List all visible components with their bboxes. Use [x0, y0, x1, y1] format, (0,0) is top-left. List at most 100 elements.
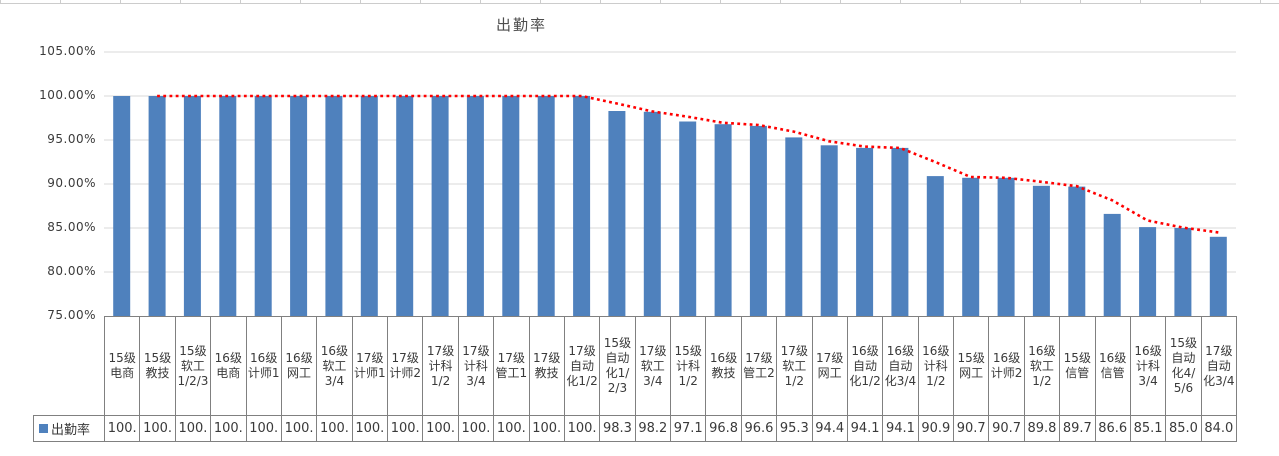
value-cell: 100. [280, 416, 317, 442]
category-cell: 17级自动化3/4 [1200, 317, 1236, 416]
value-cell: 100. [351, 416, 387, 442]
value-cell: 100. [316, 416, 352, 442]
bar-16级软工3/4 [325, 96, 343, 316]
bar-17级计科1/2 [431, 96, 449, 316]
category-cell: 17级管工1 [493, 317, 529, 416]
bar-15级教技 [148, 96, 166, 316]
bar-17级计师2 [396, 96, 414, 316]
category-cell: 17级计师1 [351, 317, 387, 416]
chart-title: 出勤率 [496, 16, 548, 34]
bar-16级计师2 [997, 177, 1015, 316]
category-cell: 16级自动化3/4 [882, 317, 918, 416]
value-cell: 100. [528, 416, 564, 442]
value-cell: 94.1 [882, 416, 918, 442]
value-cell: 100. [104, 416, 140, 442]
value-cell: 97.1 [670, 416, 706, 442]
value-cell: 90.7 [953, 416, 989, 442]
category-cell: 15级信管 [1059, 317, 1095, 416]
value-cell: 89.7 [1059, 416, 1095, 442]
bar-15级自动化4/5/6 [1174, 228, 1192, 316]
bar-15级电商 [113, 96, 131, 316]
bar-16级信管 [1103, 213, 1121, 316]
value-cell: 100. [457, 416, 494, 442]
category-cell: 16级网工 [280, 317, 317, 416]
category-cell: 15级电商 [104, 317, 140, 416]
bar-16级网工 [290, 96, 308, 316]
value-cell: 96.8 [705, 416, 741, 442]
bar-17级管工2 [749, 125, 767, 317]
category-cell: 15级自动化4/5/6 [1165, 317, 1201, 416]
value-cell: 100. [139, 416, 175, 442]
value-cell: 100. [422, 416, 458, 442]
category-cell: 17级网工 [811, 317, 847, 416]
y-axis-label: 95.00% [47, 132, 96, 146]
y-axis-label: 100.00% [39, 88, 96, 102]
bar-17级网工 [820, 145, 838, 316]
category-cell: 16级计师2 [988, 317, 1024, 416]
category-cell: 16级软工3/4 [316, 317, 352, 416]
category-cell: 16级信管 [1094, 317, 1130, 416]
value-cell: 90.7 [988, 416, 1024, 442]
category-cell: 16级教技 [705, 317, 741, 416]
bar-15级网工 [962, 177, 980, 316]
y-axis-label: 90.00% [47, 176, 96, 190]
bar-16级电商 [219, 96, 237, 316]
plot-area [104, 51, 1236, 317]
value-cell: 85.1 [1129, 416, 1166, 442]
series-name: 出勤率 [51, 423, 91, 438]
bar-17级计科3/4 [466, 96, 484, 316]
category-cell: 16级计科1/2 [917, 317, 953, 416]
category-cell: 17级计师2 [387, 317, 423, 416]
value-cell: 94.1 [846, 416, 883, 442]
trendline-moving-average [157, 94, 1219, 234]
category-cell: 17级软工1/2 [776, 317, 812, 416]
value-cell: 100. [563, 416, 600, 442]
value-cell: 100. [210, 416, 246, 442]
category-cell: 17级计科1/2 [422, 317, 458, 416]
value-cell: 98.3 [599, 416, 635, 442]
bar-16级计科3/4 [1139, 227, 1157, 316]
category-cell: 16级电商 [210, 317, 246, 416]
category-cell: 15级教技 [139, 317, 175, 416]
value-cell: 85.0 [1165, 416, 1201, 442]
bar-16级教技 [714, 124, 732, 316]
bar-16级自动化1/2 [856, 147, 874, 316]
value-cell: 95.3 [776, 416, 812, 442]
bar-17级自动化1/2 [573, 96, 591, 316]
bar-16级计科1/2 [926, 176, 944, 316]
value-cell: 100. [174, 416, 211, 442]
bar-15级软工1/2/3 [183, 96, 201, 316]
y-axis: 105.00% 100.00% 95.00% 90.00% 85.00% 80.00% 75… [30, 4, 96, 344]
value-cell: 100. [493, 416, 529, 442]
series-marker-icon [39, 424, 48, 433]
category-cell: 16级计师1 [245, 317, 281, 416]
bar-17级计师1 [360, 96, 378, 316]
category-cell: 16级软工1/2 [1023, 317, 1060, 416]
bar-17级自动化3/4 [1209, 236, 1227, 316]
value-cell: 98.2 [634, 416, 670, 442]
bar-16级软工1/2 [1032, 185, 1050, 316]
category-cell: 17级教技 [528, 317, 564, 416]
category-cell: 17级计科3/4 [457, 317, 494, 416]
category-cell: 16级自动化1/2 [846, 317, 883, 416]
category-cell: 16级计科3/4 [1129, 317, 1166, 416]
category-cell: 17级自动化1/2 [563, 317, 600, 416]
bar-15级计科1/2 [679, 121, 697, 316]
spreadsheet-row-edge [0, 0, 1279, 4]
category-cell: 15级网工 [953, 317, 989, 416]
value-cell: 94.4 [811, 416, 847, 442]
bar-17级教技 [537, 96, 555, 316]
category-cell: 15级计科1/2 [670, 317, 706, 416]
value-cell: 84.0 [1200, 416, 1236, 442]
value-cell: 90.9 [917, 416, 953, 442]
bar-17级软工1/2 [785, 137, 803, 316]
value-cell: 96.6 [740, 416, 777, 442]
attendance-chart-object[interactable]: 出勤率 105.00% 100.00% 95.00% 90.00% 85.00% 80.0… [0, 4, 1279, 456]
legend: 出勤率 [33, 415, 105, 442]
value-cell: 100. [245, 416, 281, 442]
bar-17级管工1 [502, 96, 520, 316]
y-axis-label: 80.00% [47, 264, 96, 278]
category-value-table: 15级电商 15级教技 15级软工1/2/3 16级电商 16级计师1 16级网工 16级软… [104, 316, 1237, 442]
value-cell: 86.6 [1094, 416, 1130, 442]
